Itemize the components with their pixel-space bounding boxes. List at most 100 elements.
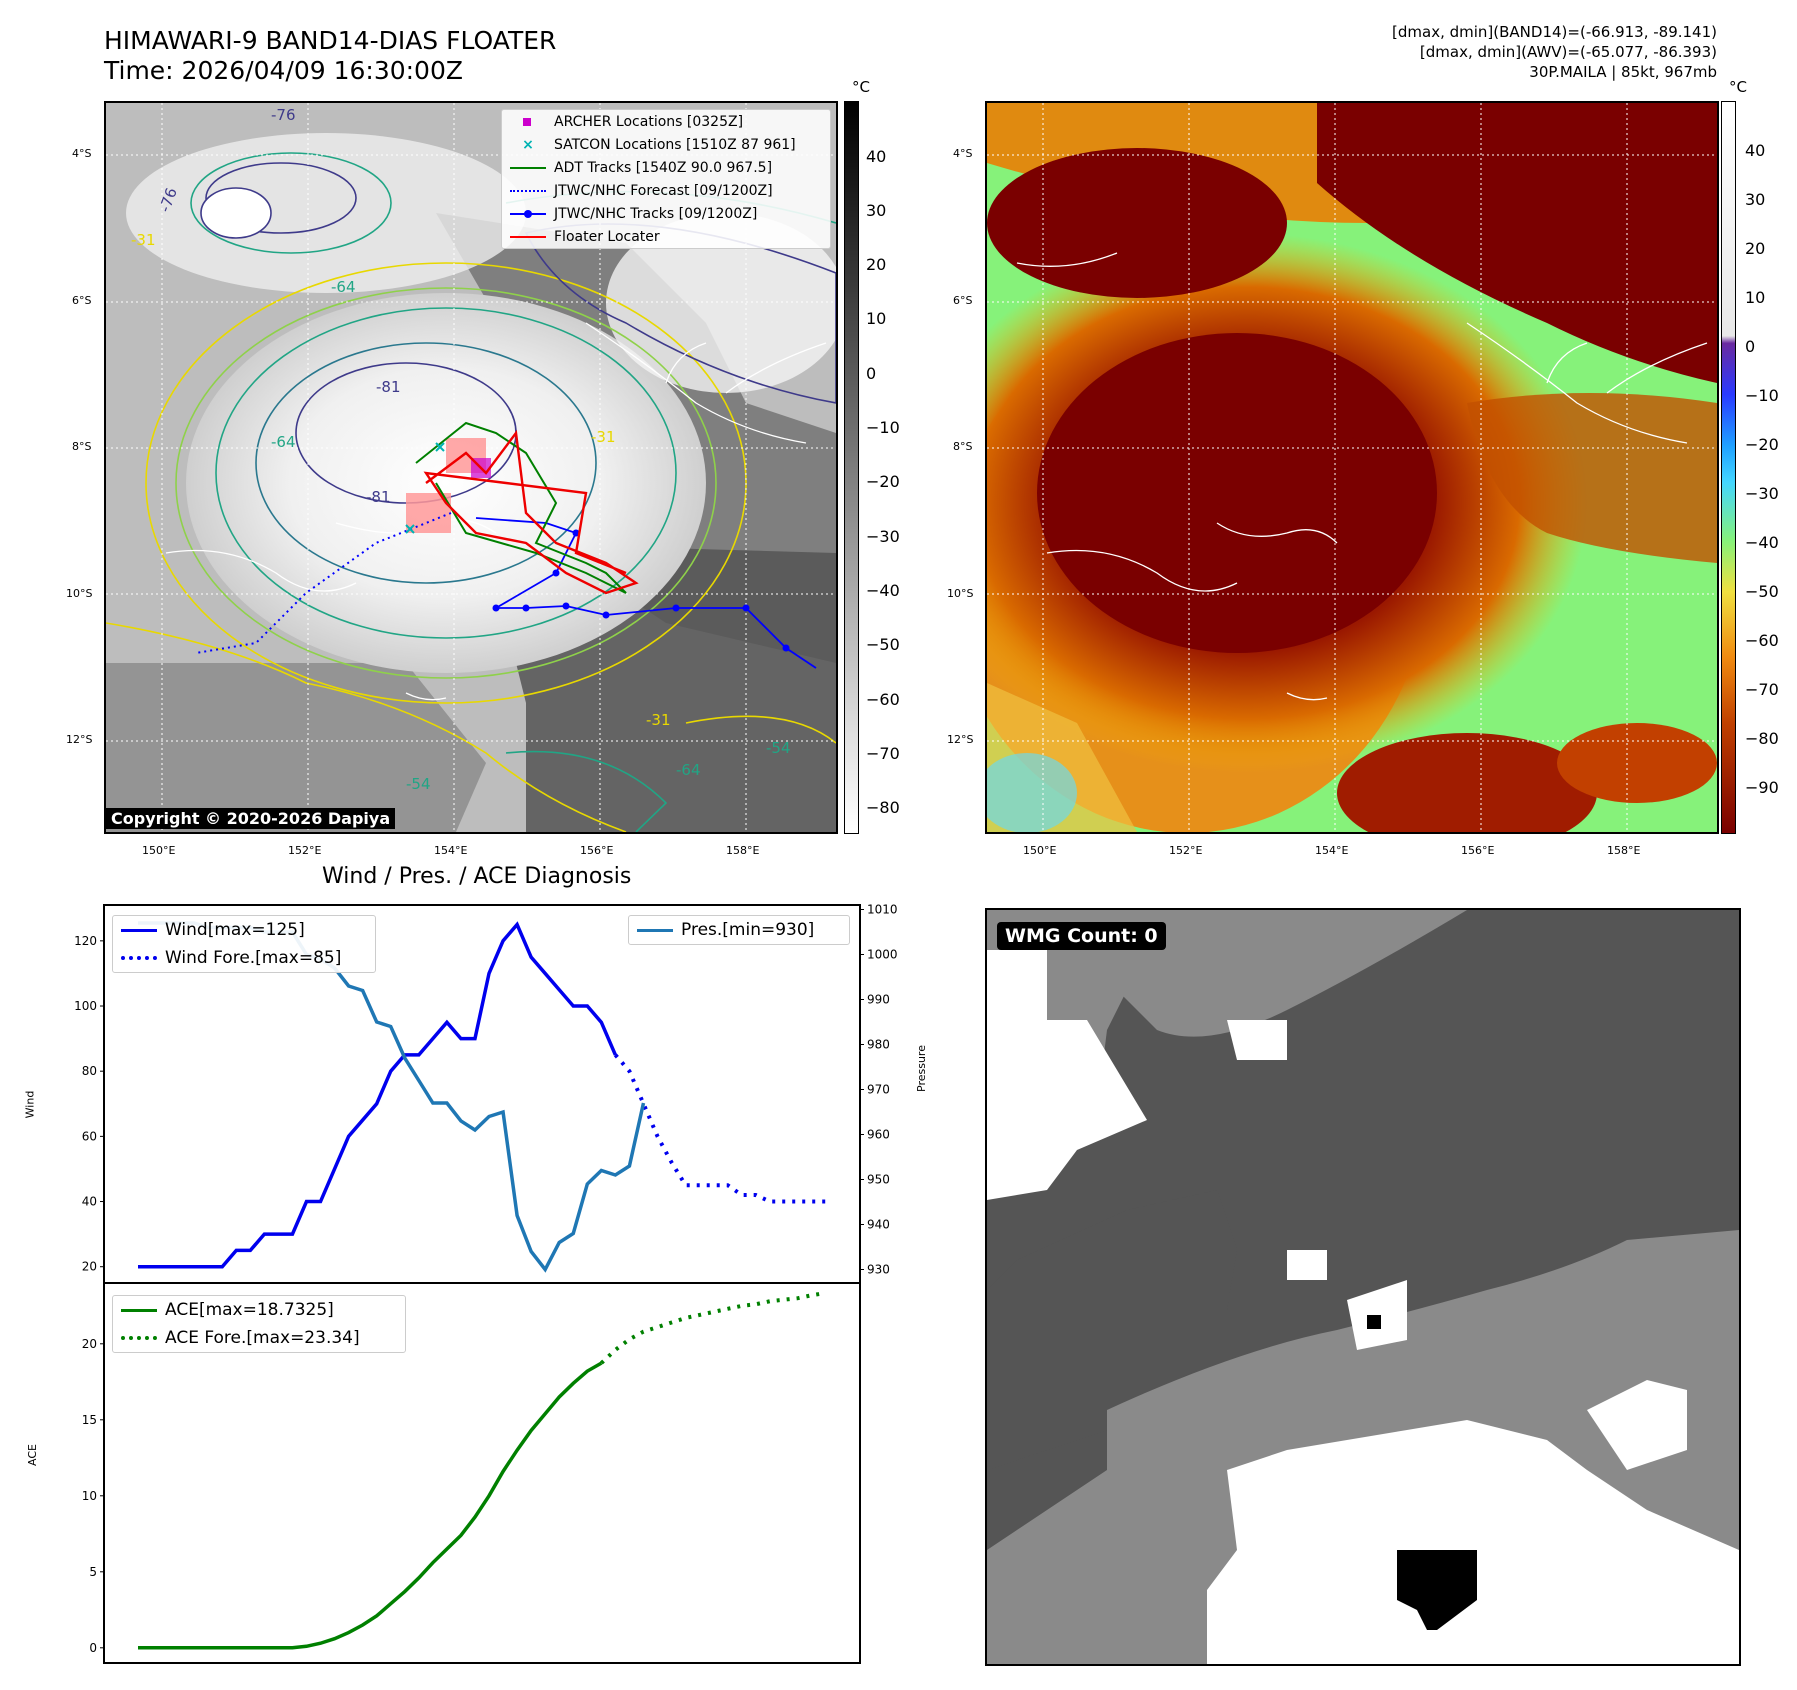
wmg-count-badge: WMG Count: 0 xyxy=(997,922,1166,950)
colorbar-right xyxy=(1721,101,1736,834)
wind-series xyxy=(138,921,617,1269)
colorbar-tick: 30 xyxy=(1745,190,1766,209)
wmg-white-e xyxy=(1587,1380,1687,1470)
info-line-3: 30P.MAILA | 85kt, 967mb xyxy=(1529,63,1717,81)
legend-item-adt: ADT Tracks [1540Z 90.0 967.5] xyxy=(502,156,830,179)
line-dot-icon xyxy=(508,206,548,222)
line-marker-icon xyxy=(508,160,548,176)
colorbar-tick: −40 xyxy=(1745,533,1779,552)
wmg-white-nw xyxy=(987,950,1147,1200)
legend-label: ADT Tracks [1540Z 90.0 967.5] xyxy=(554,159,773,176)
pressure-tick-label: 1000 xyxy=(867,948,898,962)
colorbar-tick: −80 xyxy=(1745,729,1779,748)
pressure-tick-label: 980 xyxy=(867,1038,890,1052)
wmg-dark-w xyxy=(987,1190,1237,1470)
pressure-tick-label: 930 xyxy=(867,1263,890,1277)
diag-title: Wind / Pres. / ACE Diagnosis xyxy=(322,864,632,889)
ace-lines xyxy=(138,1291,827,1650)
wind-lines xyxy=(138,921,826,1269)
pressure-tick-label: 960 xyxy=(867,1128,890,1142)
jtwc-track xyxy=(475,517,817,669)
colorbar-tick: −80 xyxy=(866,798,900,817)
lat-label: 4°S xyxy=(72,147,92,160)
legend-item-ace-forecast: ACE Fore.[max=23.34] xyxy=(113,1324,405,1352)
cloud-ne xyxy=(606,213,836,393)
wind-tick-label: 20 xyxy=(82,1260,97,1274)
gridlines-awv xyxy=(987,103,1717,832)
lon-label: 152°E xyxy=(1169,844,1203,857)
wmg-black-patch xyxy=(1397,1550,1477,1630)
legend-label: JTWC/NHC Forecast [09/1200Z] xyxy=(554,182,773,199)
lon-label: 154°E xyxy=(434,844,468,857)
wind-forecast-series xyxy=(613,1053,826,1204)
info-line-1: [dmax, dmin](BAND14)=(-66.913, -89.141) xyxy=(1392,23,1717,41)
adt-track xyxy=(415,421,627,594)
wind-tick-label: 40 xyxy=(82,1195,97,1209)
colorbar-unit: °C xyxy=(1729,78,1747,96)
legend-item-ace: ACE[max=18.7325] xyxy=(113,1296,405,1324)
lon-label: 152°E xyxy=(288,844,322,857)
cloud-band-north xyxy=(126,133,526,293)
legend-label: SATCON Locations [1510Z 87 961] xyxy=(554,136,796,153)
contour-blue xyxy=(255,342,597,584)
line-marker-icon xyxy=(635,922,675,938)
ace-legend: ACE[max=18.7325] ACE Fore.[max=23.34] xyxy=(112,1295,406,1353)
copyright-label: Copyright © 2020-2026 Dapiya xyxy=(106,808,396,829)
colorbar-tick: 40 xyxy=(1745,141,1766,160)
contour-teal xyxy=(215,307,677,639)
grey-cloud-sw xyxy=(106,663,486,832)
lat-label: 8°S xyxy=(953,440,973,453)
colorbar-tick: 30 xyxy=(866,201,887,220)
colorbar-tick: −60 xyxy=(866,690,900,709)
dotted-line-icon xyxy=(508,183,548,199)
pressure-tick-label: 990 xyxy=(867,993,890,1007)
lon-label: 150°E xyxy=(1023,844,1057,857)
lat-label: 6°S xyxy=(72,294,92,307)
contour-label: -76 xyxy=(271,106,296,124)
wmg-white-s xyxy=(1207,1420,1739,1664)
colorbar-tick: −50 xyxy=(866,635,900,654)
legend-item-floater: Floater Locater xyxy=(502,225,830,248)
ace-axes xyxy=(103,1282,861,1664)
contour-label: -54 xyxy=(766,739,791,757)
wmg-map xyxy=(987,910,1739,1664)
lat-label: 4°S xyxy=(953,147,973,160)
pressure-tick-label: 950 xyxy=(867,1173,890,1187)
x-marker-icon: × xyxy=(522,136,534,153)
coast-island-4 xyxy=(665,342,707,384)
legend-label: Wind Fore.[max=85] xyxy=(165,948,342,968)
wmg-grey-n xyxy=(1117,910,1467,1037)
contour-north-indigo xyxy=(205,162,357,234)
cyan-field-sw xyxy=(987,753,1077,832)
dotted-line-icon xyxy=(119,1330,159,1346)
ace-forecast-series xyxy=(599,1291,827,1365)
colorbar-tick: 40 xyxy=(866,147,887,166)
storm-cold-top xyxy=(1037,333,1437,653)
lon-label: 158°E xyxy=(1607,844,1641,857)
contour-label: -81 xyxy=(376,378,401,396)
pressure-tick-label: 940 xyxy=(867,1218,890,1232)
colorbar-tick: 10 xyxy=(866,309,887,328)
wind-ticks: 120 100 80 60 40 20 xyxy=(74,934,104,1274)
legend-item-jtwc-forecast: JTWC/NHC Forecast [09/1200Z] xyxy=(502,179,830,202)
wind-tick-label: 100 xyxy=(74,999,97,1013)
colorbar-tick: −60 xyxy=(1745,631,1779,650)
contour-label: -31 xyxy=(646,711,671,729)
ace-tick-label: 10 xyxy=(82,1489,97,1503)
pressure-legend: Pres.[min=930] xyxy=(628,915,850,945)
contour-label: -64 xyxy=(331,278,356,296)
coast-png xyxy=(585,322,807,444)
colorbar-tick: −20 xyxy=(866,472,900,491)
colorbar-tick: −30 xyxy=(1745,484,1779,503)
map-legend: ARCHER Locations [0325Z] × SATCON Locati… xyxy=(501,109,831,249)
wind-tick-label: 80 xyxy=(82,1064,97,1078)
legend-item-archer: ARCHER Locations [0325Z] xyxy=(502,110,830,133)
contour-south-yellow xyxy=(106,622,627,832)
colorbar-tick: 20 xyxy=(1745,239,1766,258)
legend-label: ACE Fore.[max=23.34] xyxy=(165,1328,360,1348)
lon-label: 150°E xyxy=(142,844,176,857)
wmg-panel: WMG Count: 0 xyxy=(985,908,1741,1666)
legend-label: Wind[max=125] xyxy=(165,920,305,940)
lat-label: 8°S xyxy=(72,440,92,453)
legend-label: ACE[max=18.7325] xyxy=(165,1300,334,1320)
